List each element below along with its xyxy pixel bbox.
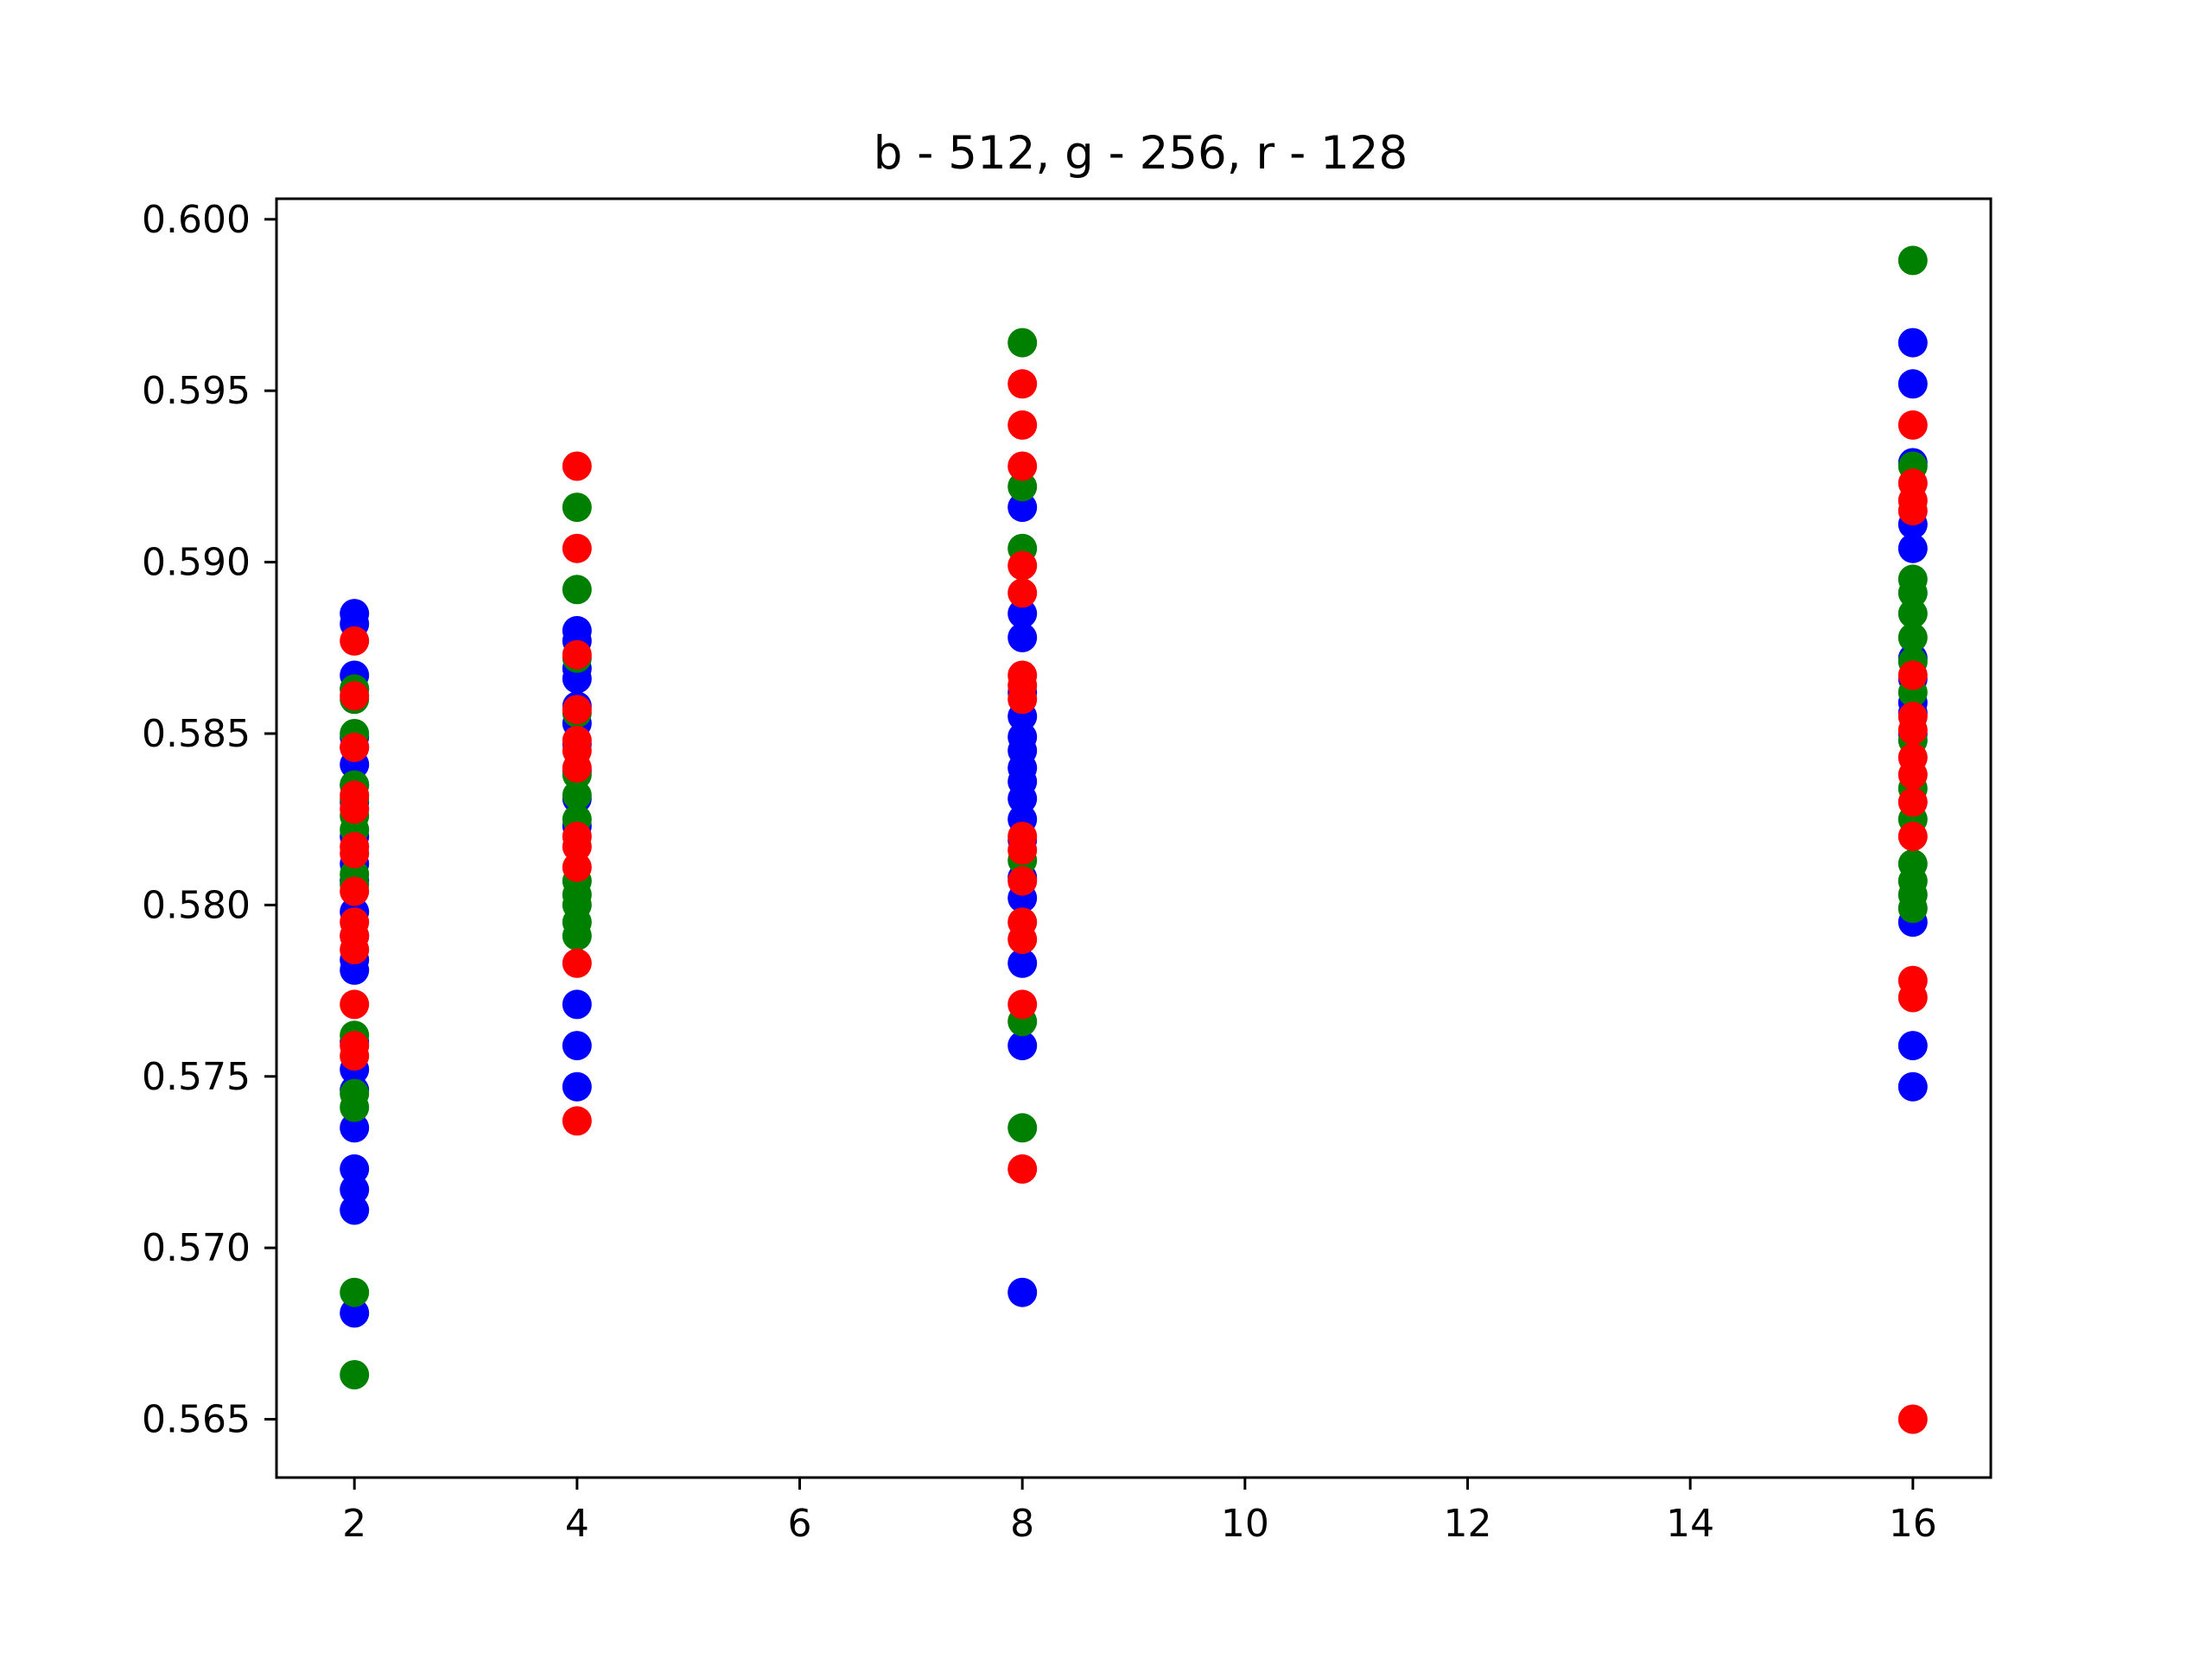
data-point — [1898, 893, 1928, 923]
data-point — [563, 853, 592, 882]
data-point — [1898, 760, 1928, 790]
y-tick-label: 0.595 — [142, 369, 251, 413]
data-point — [1007, 410, 1037, 440]
data-point — [1898, 1031, 1928, 1060]
data-point — [340, 794, 369, 823]
data-point — [1007, 1278, 1037, 1307]
data-point — [1898, 983, 1928, 1013]
data-point — [1007, 989, 1037, 1019]
data-point — [340, 989, 369, 1019]
data-point — [1007, 1113, 1037, 1142]
data-point — [1007, 623, 1037, 652]
data-point — [563, 452, 592, 481]
x-tick-label: 14 — [1666, 1502, 1714, 1546]
data-point — [563, 949, 592, 978]
data-point — [1007, 452, 1037, 481]
x-tick-label: 8 — [1010, 1502, 1034, 1546]
data-point — [1898, 1405, 1928, 1434]
data-point — [563, 534, 592, 563]
data-point — [1007, 1154, 1037, 1184]
x-axis: 2 4 6 8 10 12 14 16 — [342, 1478, 1937, 1546]
data-point — [563, 1072, 592, 1102]
data-point — [1007, 328, 1037, 358]
y-tick-label: 0.590 — [142, 541, 251, 585]
data-point — [340, 1360, 369, 1389]
data-point — [1898, 1072, 1928, 1102]
data-point — [1898, 715, 1928, 745]
data-point — [340, 681, 369, 710]
y-tick-label: 0.580 — [142, 883, 251, 927]
data-point — [563, 493, 592, 522]
data-point — [340, 839, 369, 868]
data-point — [563, 989, 592, 1019]
series-1 — [340, 245, 1928, 1389]
data-point — [563, 695, 592, 724]
y-tick-label: 0.585 — [142, 712, 251, 756]
x-tick-label: 2 — [342, 1502, 366, 1546]
data-point — [1898, 245, 1928, 275]
data-point — [340, 1041, 369, 1071]
data-point — [340, 935, 369, 964]
x-tick-label: 6 — [788, 1502, 812, 1546]
plot-frame — [276, 199, 1991, 1478]
data-point — [340, 626, 369, 656]
data-point — [1898, 410, 1928, 440]
x-tick-label: 4 — [565, 1502, 589, 1546]
data-point — [1898, 496, 1928, 525]
data-point — [1898, 822, 1928, 851]
data-point — [1007, 578, 1037, 607]
x-tick-label: 10 — [1221, 1502, 1269, 1546]
data-point — [1898, 534, 1928, 563]
data-point — [1898, 787, 1928, 817]
data-points — [340, 245, 1928, 1433]
chart-title: b - 512, g - 256, r - 128 — [874, 127, 1408, 180]
data-point — [1007, 551, 1037, 581]
x-tick-label: 16 — [1889, 1502, 1937, 1546]
data-point — [340, 1093, 369, 1122]
data-point — [340, 877, 369, 906]
data-point — [1898, 661, 1928, 690]
data-point — [1898, 328, 1928, 358]
data-point — [563, 753, 592, 783]
data-point — [563, 1106, 592, 1135]
data-point — [1007, 925, 1037, 954]
data-point — [563, 921, 592, 950]
data-point — [1007, 369, 1037, 398]
data-point — [1007, 836, 1037, 865]
data-point — [340, 1278, 369, 1307]
data-point — [563, 575, 592, 604]
y-tick-label: 0.575 — [142, 1055, 251, 1099]
data-point — [340, 733, 369, 762]
data-point — [1898, 369, 1928, 398]
y-tick-label: 0.600 — [142, 198, 251, 242]
y-tick-label: 0.565 — [142, 1398, 251, 1442]
data-point — [340, 1196, 369, 1225]
data-point — [563, 1031, 592, 1060]
data-point — [1007, 684, 1037, 714]
x-tick-label: 12 — [1443, 1502, 1491, 1546]
y-tick-label: 0.570 — [142, 1226, 251, 1270]
y-axis: 0.565 0.570 0.575 0.580 0.585 0.590 0.595 0.600 — [142, 198, 276, 1442]
data-point — [563, 640, 592, 670]
data-point — [1007, 867, 1037, 896]
